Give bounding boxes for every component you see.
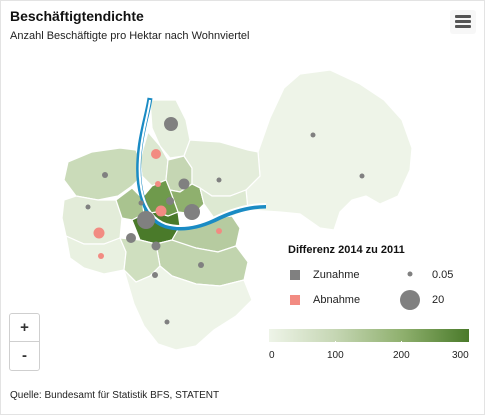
color-scale-tick-label: 0 [269,350,275,361]
bubble-decrease[interactable] [155,181,161,187]
bubble-increase[interactable] [184,204,200,220]
bubble-layer [85,117,365,325]
color-scale-tick [335,341,336,346]
source-note: Quelle: Bundesamt für Statistik BFS, STA… [10,390,220,401]
legend-size-large-label: 20 [432,294,445,306]
zoom-out-button[interactable]: - [22,347,27,364]
zoom-control: + - [9,313,40,371]
bubble-increase[interactable] [164,117,178,131]
district-bruderholz[interactable] [123,265,253,351]
bubble-increase[interactable] [178,178,190,190]
bubble-decrease[interactable] [93,227,105,239]
bubble-increase[interactable] [85,204,91,210]
color-scale-tick-label: 300 [452,350,469,361]
color-scale-bar [269,329,469,342]
bubble-increase[interactable] [310,132,316,138]
legend-size-large-symbol [400,290,420,310]
bubble-increase[interactable] [198,262,204,268]
bubble-increase[interactable] [152,272,158,278]
bubble-increase[interactable] [126,233,136,243]
district-iselin[interactable] [61,195,123,245]
bubble-decrease[interactable] [216,228,222,234]
bubble-decrease[interactable] [98,253,104,259]
legend-decrease-swatch [290,295,300,305]
district-riehen[interactable] [245,69,413,231]
bubble-increase[interactable] [359,173,365,179]
bubble-decrease[interactable] [151,149,161,159]
bubble-increase[interactable] [166,197,174,205]
bubble-increase[interactable] [102,172,108,178]
bubble-increase[interactable] [137,211,155,229]
bubble-decrease[interactable] [155,205,167,217]
legend-title: Differenz 2014 zu 2011 [288,244,405,256]
chart-title: Beschäftigtendichte [10,8,144,24]
hamburger-menu-button[interactable] [450,10,476,34]
color-scale-tick-label: 100 [327,350,344,361]
chart-subtitle: Anzahl Beschäftigte pro Hektar nach Wohn… [10,30,250,42]
legend-increase-swatch [290,270,300,280]
zoom-in-button[interactable]: + [10,314,39,342]
legend-decrease-label: Abnahme [313,294,361,306]
color-scale-tick-label: 200 [393,350,410,361]
bubble-increase[interactable] [151,241,161,251]
legend-size-small-label: 0.05 [432,269,454,281]
bubble-increase[interactable] [138,200,144,206]
bubble-increase[interactable] [164,319,170,325]
bubble-increase[interactable] [216,177,222,183]
hamburger-menu-icon [455,15,471,18]
legend-increase-label: Zunahme [313,269,360,281]
color-scale-tick [401,341,402,346]
legend-size-small-symbol [407,271,413,277]
